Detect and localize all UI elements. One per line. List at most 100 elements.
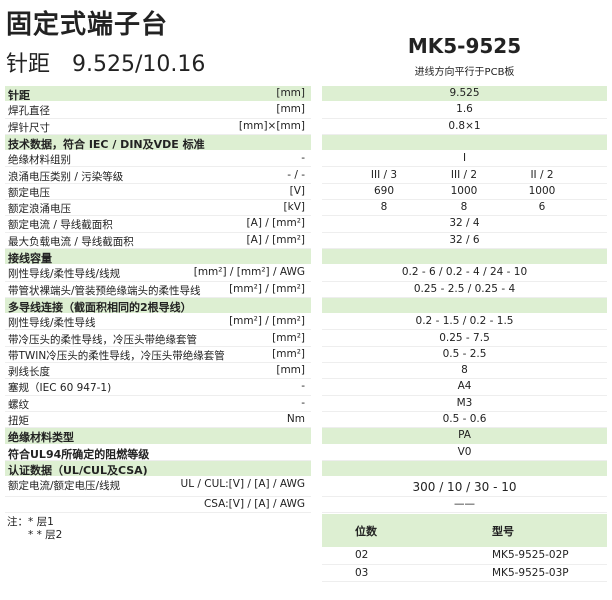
spec-unit: [mm²] [272, 331, 305, 344]
spec-value: I [462, 152, 467, 165]
spec-value-cell [322, 297, 607, 315]
spec-row: 最大负载电流 / 导线截面积 [A] / [mm²] 32 / 6 [0, 233, 612, 249]
spec-value-cell: A4 [322, 379, 607, 396]
spec-value-cell [322, 460, 607, 478]
spec-row: 焊针尺寸 [mm]×[mm] 0.8×1 [0, 119, 612, 135]
spec-row: CSA:[V] / [A] / AWG —— [0, 497, 612, 514]
spec-value: 0.25 - 2.5 / 0.25 - 4 [413, 282, 516, 295]
spec-name: 焊孔直径 [8, 105, 50, 118]
spec-label-cell: 额定电压 [V] [5, 184, 311, 201]
spec-name: 剥线长度 [8, 366, 50, 379]
spec-value: V0 [457, 445, 472, 458]
spec-value: 8 [380, 201, 388, 214]
note-2: * * 层2 [7, 529, 63, 541]
spec-value-cell: 0.25 - 7.5 [322, 331, 607, 347]
spec-value: A4 [457, 380, 472, 393]
spec-row: 带冷压头的柔性导线，冷压头带绝缘套管 [mm²] 0.25 - 7.5 [0, 331, 612, 347]
spec-value: 9.525 [449, 87, 480, 99]
spec-value-cell: 300 / 10 / 30 - 10 [322, 477, 607, 498]
spec-name: 接线容量 [8, 252, 52, 265]
spec-value: PA [458, 429, 471, 442]
model-note: 进线方向平行于PCB板 [414, 67, 515, 78]
spec-row: 多导线连接（截面积相同的2根导线） [0, 297, 612, 315]
spec-row: 额定电流 / 导线截面积 [A] / [mm²] 32 / 4 [0, 216, 612, 233]
spec-unit: [mm] [276, 87, 305, 99]
spec-unit: Nm [286, 413, 305, 425]
spec-value: II / 2 [530, 168, 554, 181]
spec-row: 焊孔直径 [mm] 1.6 [0, 102, 612, 119]
parts-header: 位数 型号 [322, 514, 607, 547]
spec-row: 针距 [mm] 9.525 [0, 86, 612, 103]
spec-value-cell: 8 8 6 [322, 200, 607, 217]
positions: 03 [355, 566, 369, 579]
spec-name: 额定浪涌电压 [8, 203, 71, 216]
spec-value: —— [454, 498, 475, 511]
spec-name: 带管状裸端头/管装预绝缘端头的柔性导线 [8, 284, 201, 297]
page-title: 固定式端子台 [6, 10, 169, 40]
spec-value: 0.2 - 1.5 / 0.2 - 1.5 [415, 315, 514, 328]
spec-value-cell: 690 1000 1000 [322, 184, 607, 201]
spec-label-cell: 额定电流/额定电压/线规 UL / CUL:[V] / [A] / AWG [5, 477, 311, 498]
spec-name: 认证数据（UL/CUL及CSA) [8, 463, 148, 477]
spec-value: 1000 [450, 184, 478, 197]
spec-name: 扭矩 [8, 415, 29, 427]
spec-label-cell: 最大负载电流 / 导线截面积 [A] / [mm²] [5, 233, 311, 249]
spec-value-cell: 0.5 - 0.6 [322, 412, 607, 429]
spec-name: 刚性导线/柔性导线 [8, 317, 96, 330]
spec-row: 刚性导线/柔性导线/线规 [mm²] / [mm²] / AWG 0.2 - 6 /… [0, 265, 612, 282]
part-number: MK5-9525-02P [492, 549, 569, 562]
spec-label-cell: 刚性导线/柔性导线/线规 [mm²] / [mm²] / AWG [5, 265, 311, 282]
spec-label-cell: 针距 [mm] [5, 86, 311, 103]
spec-name: 技术数据，符合 IEC / DIN及VDE 标准 [8, 137, 205, 151]
spec-label-cell: 认证数据（UL/CUL及CSA) [5, 460, 311, 478]
spec-value: 1000 [528, 184, 556, 197]
spec-name: 针距 [8, 89, 30, 102]
spec-name: 多导线连接（截面积相同的2根导线） [8, 300, 192, 314]
spec-label-cell: 塞规（IEC 60 947-1) - [5, 379, 311, 396]
spec-value-cell: 0.2 - 1.5 / 0.2 - 1.5 [322, 314, 607, 331]
spec-row: 认证数据（UL/CUL及CSA) [0, 460, 612, 478]
spec-label-cell: 额定电流 / 导线截面积 [A] / [mm²] [5, 216, 311, 233]
spec-name: 绝缘材料类型 [8, 431, 74, 445]
spec-value-cell: M3 [322, 396, 607, 412]
spec-label-cell: 螺纹 - [5, 396, 311, 412]
spec-label-cell: 浪涌电压类别 / 污染等级 - / - [5, 168, 311, 184]
spec-unit: [mm²] / [mm²] [229, 282, 305, 295]
spec-name: 额定电流 / 导线截面积 [8, 219, 113, 232]
spec-unit: [mm]×[mm] [238, 119, 305, 132]
spec-value-cell: 8 [322, 363, 607, 380]
spec-value: 0.8×1 [448, 119, 481, 132]
spec-unit: [V] [289, 184, 305, 197]
spec-name: 塞规（IEC 60 947-1) [8, 382, 112, 395]
spec-label-cell: 带TWIN冷压头的柔性导线，冷压头带绝缘套管 [mm²] [5, 347, 311, 364]
spec-label-cell: 绝缘材料类型 [5, 428, 311, 445]
spec-name: 额定电流/额定电压/线规 [8, 480, 121, 493]
spec-value-cell: 32 / 6 [322, 233, 607, 249]
spec-value: III / 2 [450, 168, 478, 181]
spec-label-cell: 焊针尺寸 [mm]×[mm] [5, 119, 311, 135]
model-name: MK5-9525 [407, 34, 522, 58]
spec-value-cell: 1.6 [322, 102, 607, 119]
spec-value: 8 [460, 201, 468, 214]
spec-unit: [mm²] / [mm²] [229, 315, 305, 328]
spec-value-cell: 0.25 - 2.5 / 0.25 - 4 [322, 282, 607, 298]
spec-unit: - [301, 380, 305, 393]
spec-row: 扭矩 Nm 0.5 - 0.6 [0, 412, 612, 429]
spec-value-cell: I [322, 151, 607, 168]
spec-label-cell: 多导线连接（截面积相同的2根导线） [5, 297, 311, 315]
spec-row: 额定电流/额定电压/线规 UL / CUL:[V] / [A] / AWG 300 … [0, 477, 612, 498]
spec-value: 6 [538, 201, 546, 214]
spec-name: 刚性导线/柔性导线/线规 [8, 268, 121, 281]
spec-value: 1.6 [456, 103, 473, 116]
spec-name: 带冷压头的柔性导线，冷压头带绝缘套管 [8, 333, 197, 346]
spec-value-cell: PA [322, 428, 607, 445]
spec-name: 额定电压 [8, 186, 50, 199]
spec-unit: [mm] [276, 364, 305, 377]
spec-value-cell: 9.525 [322, 86, 607, 103]
spec-name: 浪涌电压类别 / 污染等级 [8, 170, 124, 183]
spec-value: 0.25 - 7.5 [439, 331, 490, 344]
spec-row: 符合UL94所确定的阻燃等级 V0 [0, 445, 612, 461]
spec-value: III / 3 [370, 168, 398, 181]
spec-value: 300 / 10 / 30 - 10 [412, 480, 517, 495]
spec-row: 塞规（IEC 60 947-1) - A4 [0, 379, 612, 396]
